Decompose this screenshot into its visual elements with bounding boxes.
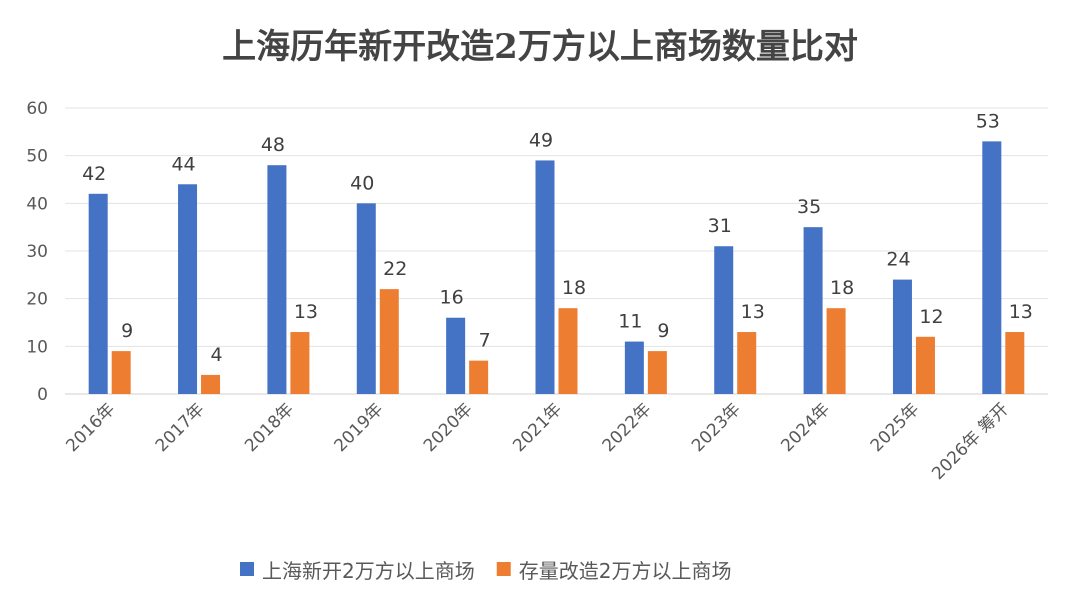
data-label: 16 [440,287,464,309]
bar-renovated [469,360,489,394]
y-tick-label: 20 [26,290,48,310]
y-tick-label: 40 [26,194,48,214]
data-label: 22 [383,258,407,280]
bar-new [714,246,734,394]
legend-swatch [496,562,511,576]
x-tick-label: 2017年 [152,399,209,456]
y-tick-label: 30 [26,242,48,262]
bar-renovated [558,308,578,394]
data-label: 24 [886,249,910,271]
x-tick-label: 2022年 [599,399,656,456]
bar-new [178,184,198,394]
data-label: 40 [350,172,374,194]
bar-new [803,227,823,394]
legend-label: 存量改造2万方以上商场 [519,559,732,583]
legend-swatch [240,562,254,576]
bar-renovated [647,351,667,394]
bar-new [892,279,912,394]
bar-new [624,341,644,394]
bar-renovated [737,332,757,394]
x-tick-label: 2025年 [867,399,924,456]
bar-renovated [111,351,131,394]
data-label: 44 [171,153,195,175]
data-label: 11 [618,311,642,333]
chart-title: 上海历年新开改造2万方以上商场数量比对 [222,27,858,67]
bar-new [267,165,287,394]
bar-renovated [379,289,399,394]
bar-renovated [915,336,935,394]
data-label: 53 [976,110,1000,132]
x-tick-label: 2026年 筹开 [928,399,1013,484]
y-tick-label: 10 [26,337,48,357]
x-tick-label: 2023年 [688,399,745,456]
bar-renovated [201,374,221,394]
data-label: 31 [708,215,732,237]
data-label: 9 [121,320,133,342]
bar-renovated [290,332,310,394]
data-label: 4 [210,344,222,366]
data-label: 49 [529,129,553,151]
data-label: 13 [1009,301,1033,323]
data-label: 9 [657,320,669,342]
x-tick-label: 2016年 [62,399,119,456]
x-tick-label: 2018年 [241,399,298,456]
bar-new [356,203,376,394]
legend-label: 上海新开2万方以上商场 [262,559,475,583]
x-tick-label: 2024年 [777,399,834,456]
data-label: 7 [479,330,491,352]
y-tick-label: 0 [37,385,48,405]
x-tick-label: 2019年 [331,399,388,456]
bar-new [446,317,466,394]
data-label: 18 [562,277,586,299]
data-label: 13 [741,301,765,323]
data-label: 12 [919,306,943,328]
bar-renovated [1005,332,1025,394]
bar-new [88,193,108,394]
x-tick-label: 2021年 [509,399,566,456]
x-tick-label: 2020年 [420,399,477,456]
data-label: 35 [797,196,821,218]
data-label: 13 [294,301,318,323]
y-tick-label: 60 [26,99,48,119]
bar-new [982,141,1002,394]
data-label: 18 [830,277,854,299]
y-tick-label: 50 [26,147,48,167]
data-label: 48 [261,134,285,156]
bar-new [535,160,555,394]
bar-renovated [826,308,846,394]
data-label: 42 [82,163,106,185]
